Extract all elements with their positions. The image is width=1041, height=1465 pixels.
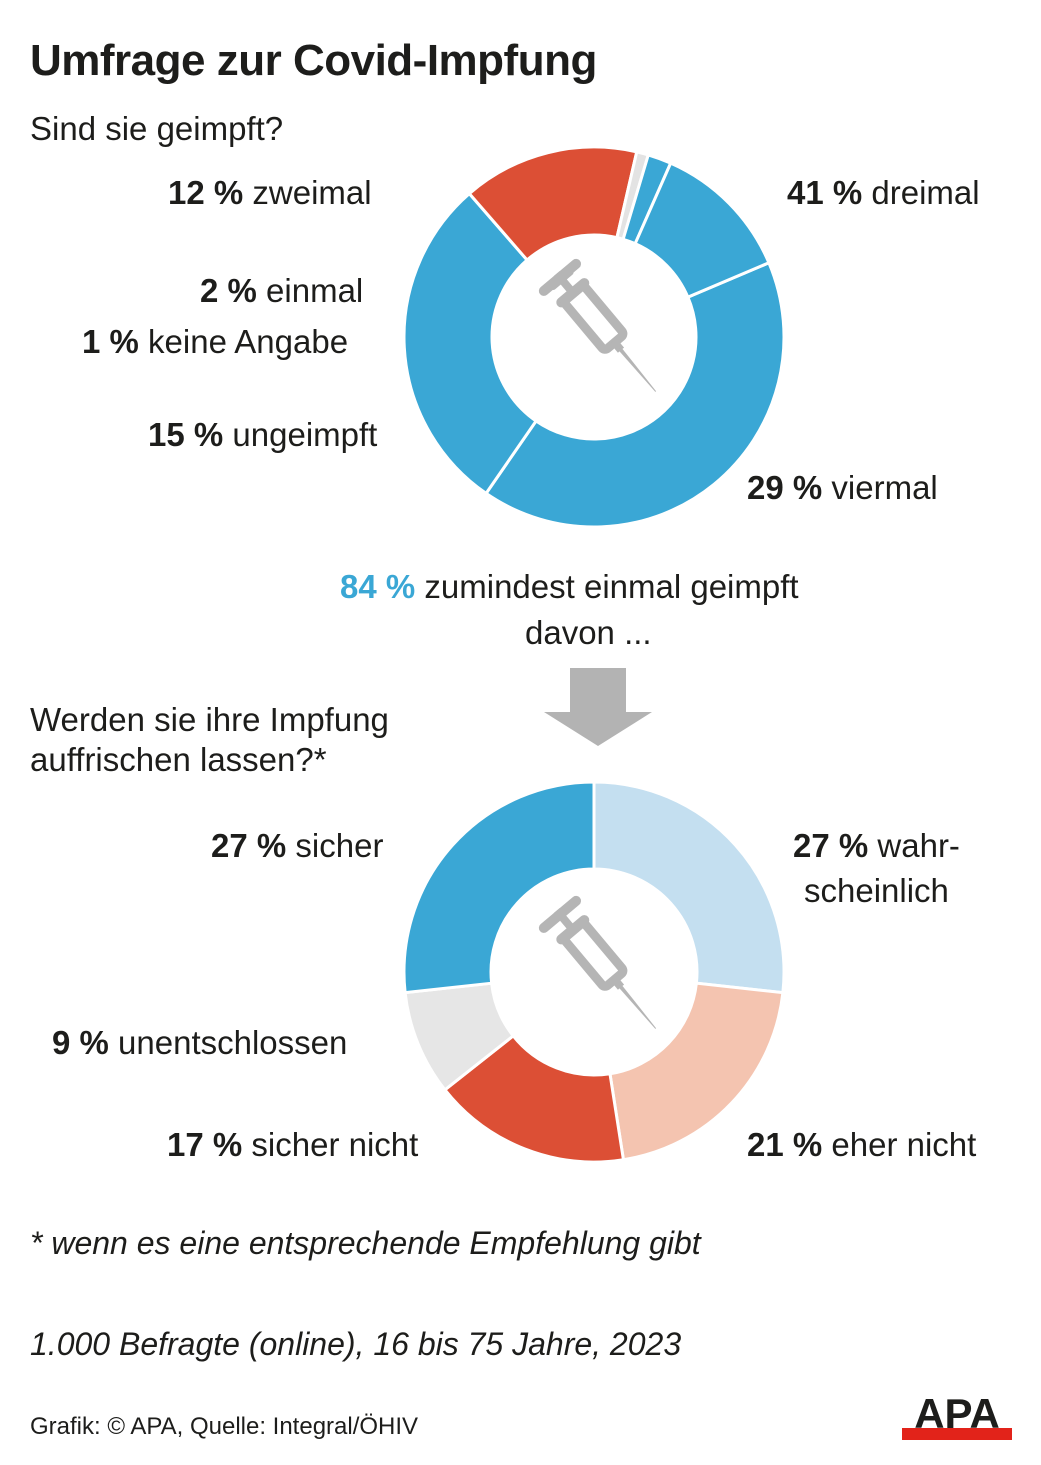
sample-info: 1.000 Befragte (online), 16 bis 75 Jahre… [30,1326,682,1362]
label-eher-nicht: 21 % eher nicht [747,1126,977,1163]
value: 27 [793,827,830,864]
label-einmal: 2 % einmal [200,272,364,309]
slice-wahr-scheinlich [592,780,786,995]
footnote: * wenn es eine entsprechende Empfehlung … [30,1225,701,1261]
label-text: eher nicht [831,1126,977,1163]
value: 41 [787,174,824,211]
summary-line: 84 % zumindest einmal geimpft [340,568,799,606]
slice-zweimal [633,161,771,300]
slice-dreimal [484,260,786,529]
svg-text:APA: APA [914,1390,1000,1437]
summary-value: 84 % [340,568,416,605]
label-text: ungeimpft [232,416,378,453]
label-ungeimpft: 15 % ungeimpft [148,416,378,453]
question-2: Werden sie ihre Impfung auffrischen lass… [30,701,389,778]
value: 17 [167,1126,204,1163]
label-dreimal: 41 % dreimal [787,174,980,211]
syringe-icon [538,895,657,1029]
value: 12 [168,174,205,211]
label-text: viermal [831,469,938,506]
value: 2 [200,272,219,309]
label-viermal: 29 % viermal [747,469,938,506]
label-text: keine Angabe [148,323,349,360]
value: 1 [82,323,101,360]
source-credit: Grafik: © APA, Quelle: Integral/ÖHIV [30,1413,419,1440]
value: 15 [148,416,185,453]
label-wahrscheinlich: 27 % wahr- [793,827,960,864]
label-text: einmal [266,272,364,309]
label-keine-angabe: 1 % keine Angabe [82,323,349,360]
donut-vaccination-status [402,145,786,529]
label-text: sicher [295,827,384,864]
label-sicher: 27 % sicher [211,827,384,864]
summary-text: zumindest einmal geimpft [424,568,799,605]
label-sicher-nicht: 17 % sicher nicht [167,1126,419,1163]
slice-eher-nicht [608,981,785,1162]
label-zweimal: 12 % zweimal [168,174,372,211]
summary-line2: davon ... [525,614,652,651]
slice-sicher-nicht [442,1033,626,1164]
value: 9 [52,1024,71,1061]
value: 29 [747,469,784,506]
slice-sicher [402,780,596,995]
syringe-icon [538,258,657,392]
label-unentschlossen: 9 % unentschlossen [52,1024,348,1061]
donut-booster-intent [402,780,786,1164]
page-title: Umfrage zur Covid-Impfung [30,36,597,85]
question-1: Sind sie geimpft? [30,110,284,147]
slice-viermal [402,191,539,496]
arrow-down-icon [544,668,652,746]
value: 21 [747,1126,784,1163]
label-text: dreimal [871,174,980,211]
label-text: zweimal [252,174,372,211]
apa-logo: APA [902,1390,1012,1440]
value: 27 [211,827,248,864]
label-text: unentschlossen [118,1024,348,1061]
label-wahrscheinlich-line2: scheinlich [804,872,949,909]
label-text: sicher nicht [251,1126,419,1163]
label-text: wahr- [877,827,960,864]
